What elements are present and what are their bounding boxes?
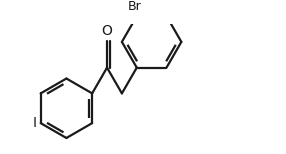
Text: I: I (33, 116, 37, 130)
Text: Br: Br (128, 0, 142, 12)
Text: O: O (102, 24, 112, 38)
